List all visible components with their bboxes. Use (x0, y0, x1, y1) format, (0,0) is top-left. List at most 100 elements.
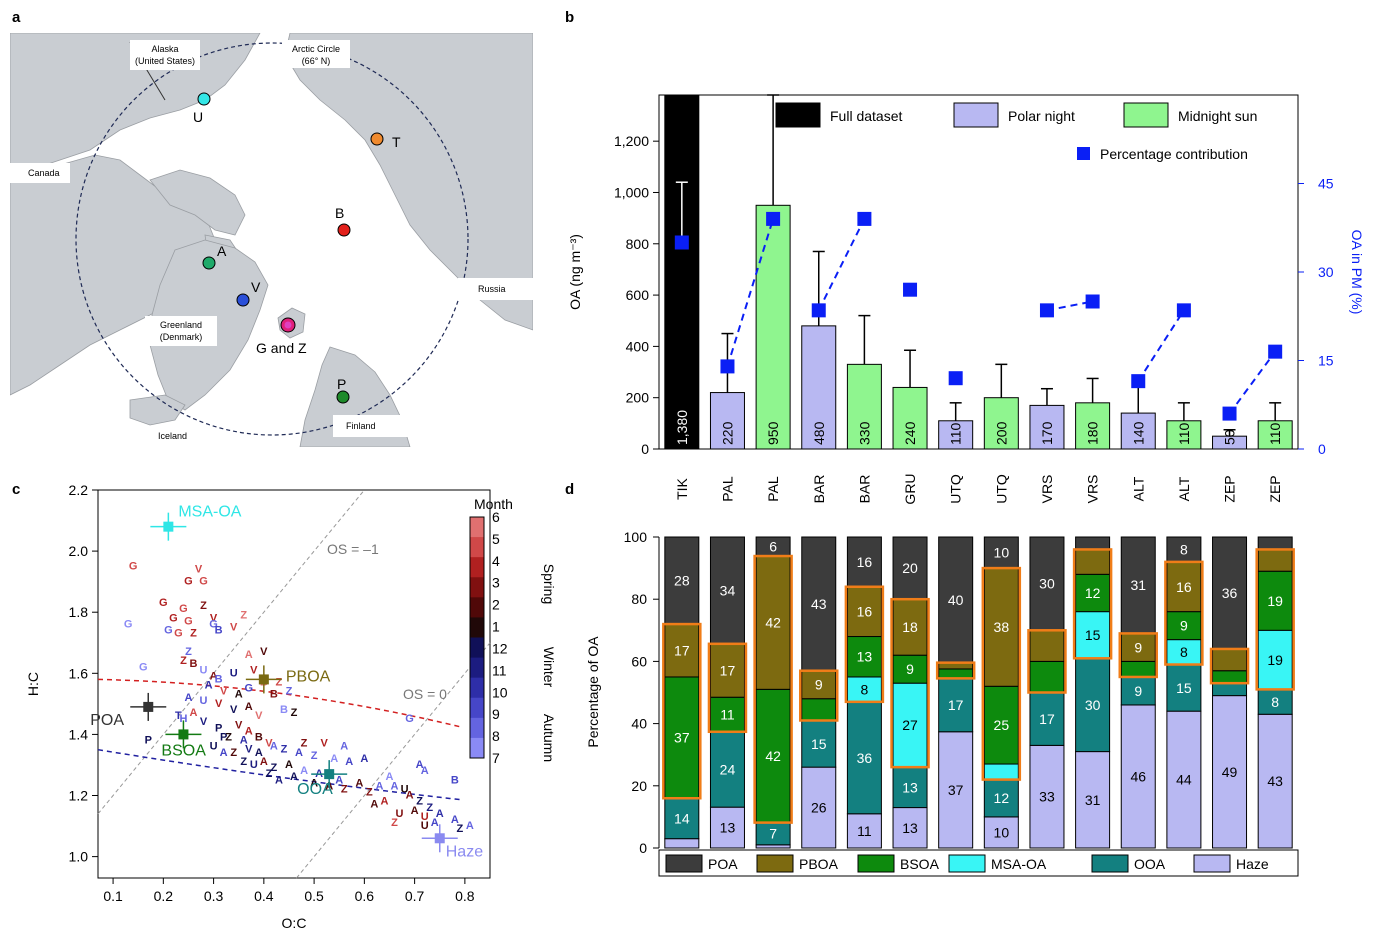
c-point-58: V (265, 738, 273, 750)
c-ytick-1: 1.2 (69, 788, 89, 804)
c-point-18: G (139, 661, 148, 673)
b-y2tick-3: 45 (1318, 176, 1334, 192)
b-bar-label-11: 110 (1176, 422, 1192, 445)
b-pct-marker-12 (1222, 406, 1237, 421)
d-seg-8-1 (1029, 692, 1065, 746)
b-cat-7: UTQ (993, 474, 1009, 504)
c-point-75: A (300, 765, 308, 777)
c-point-85: Z (366, 787, 373, 799)
b-pct-marker-9 (1085, 294, 1100, 309)
d-seg-13-0 (1257, 713, 1293, 849)
c-point-54: A (245, 725, 253, 737)
b-legend-3: Percentage contribution (1100, 146, 1248, 162)
d-seg-label-3-0: 26 (811, 800, 827, 816)
b-bar-3 (801, 325, 837, 450)
c-point-64: A (270, 741, 278, 753)
c-point-35: B (270, 689, 278, 701)
d-seg-label-11-5: 8 (1180, 541, 1188, 557)
c-point-16: V (230, 622, 238, 634)
d-seg-1-0 (709, 806, 745, 849)
d-seg-0-1 (664, 797, 700, 840)
c-point-41: A (245, 701, 253, 713)
b-y2tick-1: 15 (1318, 353, 1334, 369)
c-xtick-3: 0.4 (254, 888, 274, 904)
d-seg-label-2-1: 7 (769, 826, 777, 842)
b-bar-label-8: 170 (1039, 421, 1055, 445)
d-seg-13-1 (1257, 688, 1293, 715)
c-factor-label-5: Haze (446, 843, 483, 860)
d-highlight-12 (1209, 647, 1250, 685)
c-factor-label-1: PBOA (286, 668, 331, 685)
d-seg-7-4 (983, 567, 1019, 687)
d-seg-6-3 (938, 668, 974, 679)
c-xtick-5: 0.6 (355, 888, 375, 904)
d-legend-swatch-0 (665, 854, 703, 873)
d-seg-13-3 (1257, 570, 1293, 631)
c-point-106: A (416, 759, 424, 771)
panel-label-d: d (565, 481, 574, 498)
b-ytick-6: 1,200 (614, 133, 649, 149)
b-legend-swatch-3 (1077, 147, 1090, 160)
c-point-38: U (200, 695, 208, 707)
b-pct-marker-1 (720, 359, 735, 374)
d-seg-label-7-5: 10 (994, 545, 1010, 561)
d-seg-label-8-0: 33 (1039, 789, 1055, 805)
d-seg-label-9-1: 30 (1085, 697, 1101, 713)
b-cat-4: BAR (856, 475, 872, 504)
c-point-73: Z (271, 762, 278, 774)
b-cat-9: VRS (1085, 475, 1101, 504)
d-seg-label-8-1: 17 (1039, 711, 1055, 727)
d-seg-4-5 (846, 536, 882, 588)
c-factor-label-0: MSA-OA (178, 504, 241, 521)
c-point-80: A (290, 771, 298, 783)
d-seg-5-3 (892, 654, 928, 684)
b-cat-6: UTQ (948, 474, 964, 504)
c-point-51: P (215, 722, 222, 734)
d-seg-label-4-5: 16 (857, 554, 873, 570)
d-legend-swatch-2 (857, 854, 895, 873)
c-point-83: Z (341, 783, 348, 795)
site-marker-3 (202, 256, 216, 270)
c-point-77: A (335, 774, 343, 786)
c-os-line-0 (296, 642, 491, 879)
land-iceland (129, 394, 186, 426)
label-alaska: Alaska (151, 44, 178, 54)
d-seg-label-12-0: 49 (1222, 764, 1238, 780)
b-cat-11: ALT (1176, 476, 1192, 501)
d-seg-label-13-2: 19 (1267, 652, 1283, 668)
d-highlight-2 (753, 554, 793, 824)
c-point-67: Z (311, 750, 318, 762)
d-seg-label-11-2: 8 (1180, 644, 1188, 660)
b-ytick-1: 200 (626, 390, 650, 406)
c-point-108: Z (301, 738, 308, 750)
site-marker-4 (236, 293, 250, 307)
c-colorbar-seg-2 (470, 557, 484, 578)
c-ytick-0: 1.0 (69, 849, 89, 865)
b-ylabel: OA (ng m⁻³) (567, 234, 583, 310)
c-fit-red (97, 678, 461, 728)
d-ytick-1: 20 (631, 778, 647, 794)
arctic-map: Alaska (United States) Arctic Circle (66… (10, 33, 533, 447)
c-point-11: G (164, 625, 173, 637)
d-seg-label-0-3: 37 (674, 730, 690, 746)
d-seg-12-0 (1212, 695, 1248, 849)
c-point-23: B (190, 658, 198, 670)
d-seg-7-2 (983, 763, 1019, 781)
d-seg-label-6-0: 37 (948, 782, 964, 798)
c-factor-marker-2 (143, 701, 154, 712)
c-point-102: A (451, 814, 459, 826)
c-xtick-6: 0.7 (405, 888, 425, 904)
c-xtick-2: 0.3 (204, 888, 224, 904)
c-point-86: A (375, 780, 383, 792)
c-colorbar-seg-6 (470, 637, 484, 659)
d-seg-label-11-0: 44 (1176, 772, 1192, 788)
d-seg-3-0 (801, 766, 837, 849)
c-point-90: U (401, 783, 409, 795)
c-xlabel: O:C (282, 915, 307, 931)
d-seg-label-7-3: 25 (994, 717, 1010, 733)
c-point-46: P (145, 735, 152, 747)
c-season-0: Spring (541, 564, 557, 604)
panel-label-a: a (12, 9, 21, 26)
b-ytick-0: 0 (641, 441, 649, 457)
c-point-63: A (255, 747, 263, 759)
